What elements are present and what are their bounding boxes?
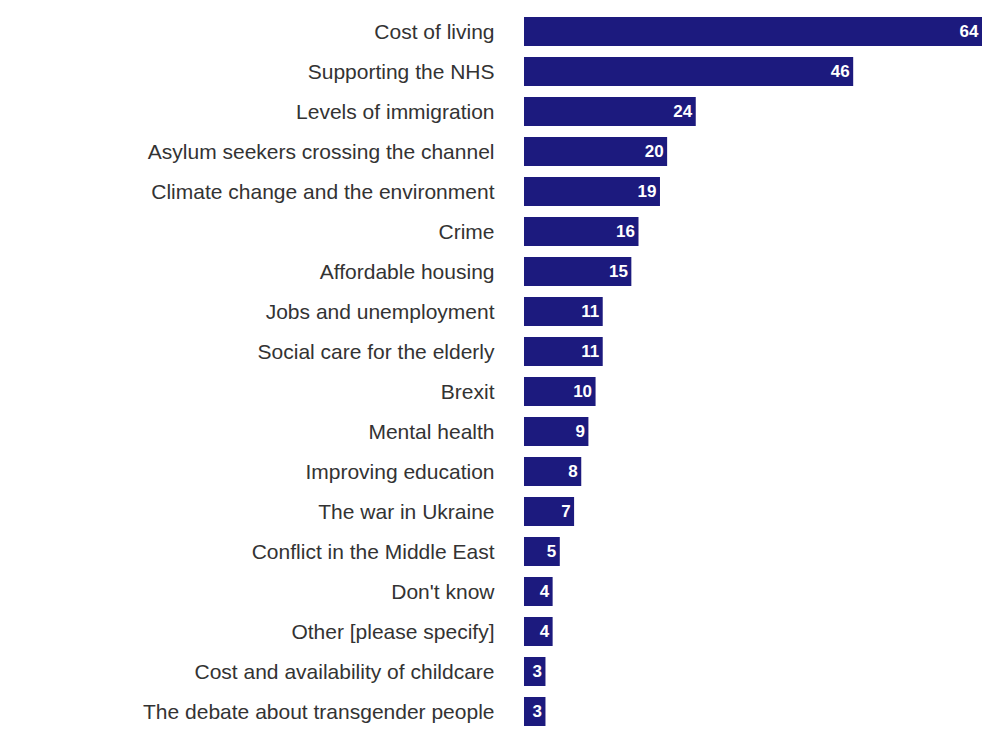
- svg-text:4: 4: [540, 622, 550, 641]
- svg-text:20: 20: [645, 142, 664, 161]
- svg-text:Social care for the elderly: Social care for the elderly: [258, 340, 495, 363]
- svg-text:Conflict in the Middle East: Conflict in the Middle East: [252, 540, 495, 563]
- svg-text:Improving education: Improving education: [305, 460, 494, 483]
- svg-text:10: 10: [573, 382, 592, 401]
- svg-text:24: 24: [673, 102, 692, 121]
- svg-text:9: 9: [575, 422, 584, 441]
- svg-text:Cost and availability of child: Cost and availability of childcare: [195, 660, 495, 683]
- svg-text:Don't know: Don't know: [391, 580, 495, 603]
- svg-text:64: 64: [960, 22, 979, 41]
- svg-text:3: 3: [533, 662, 542, 681]
- svg-text:19: 19: [638, 182, 657, 201]
- svg-text:Levels of immigration: Levels of immigration: [296, 100, 494, 123]
- svg-text:The debate about transgender p: The debate about transgender people: [143, 700, 494, 723]
- svg-text:4: 4: [540, 582, 550, 601]
- svg-text:Cost of living: Cost of living: [374, 20, 494, 43]
- svg-text:Affordable housing: Affordable housing: [320, 260, 495, 283]
- svg-text:Climate change and the environ: Climate change and the environment: [151, 180, 494, 203]
- svg-text:Jobs and unemployment: Jobs and unemployment: [266, 300, 495, 323]
- svg-text:Mental health: Mental health: [368, 420, 494, 443]
- svg-text:Supporting the NHS: Supporting the NHS: [308, 60, 495, 83]
- svg-text:7: 7: [561, 502, 570, 521]
- svg-text:Crime: Crime: [439, 220, 495, 243]
- svg-text:46: 46: [831, 62, 850, 81]
- svg-text:The war in Ukraine: The war in Ukraine: [318, 500, 494, 523]
- svg-text:5: 5: [547, 542, 556, 561]
- svg-text:Brexit: Brexit: [441, 380, 495, 403]
- svg-text:11: 11: [581, 342, 599, 361]
- svg-text:Other [please specify]: Other [please specify]: [291, 620, 494, 643]
- svg-text:16: 16: [616, 222, 635, 241]
- svg-text:11: 11: [581, 302, 599, 321]
- svg-text:Asylum seekers crossing the ch: Asylum seekers crossing the channel: [148, 140, 495, 163]
- svg-text:15: 15: [609, 262, 628, 281]
- svg-text:8: 8: [568, 462, 577, 481]
- svg-text:3: 3: [533, 702, 542, 721]
